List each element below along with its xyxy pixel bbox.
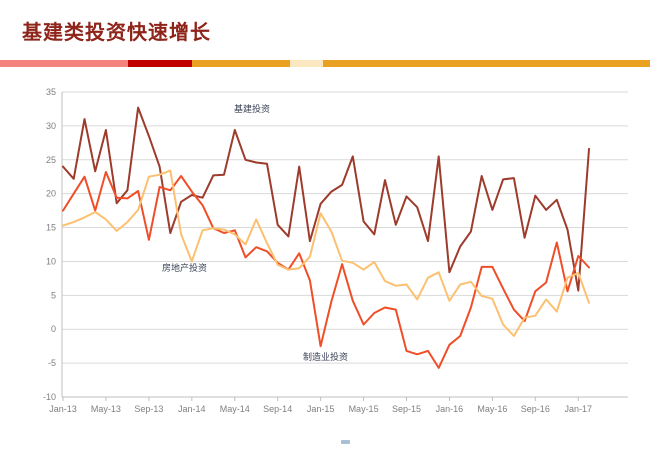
x-tick-label: Jan-15: [307, 404, 335, 414]
x-tick-label: Jan-13: [49, 404, 77, 414]
x-tick-label: May-14: [220, 404, 250, 414]
y-tick-label: 10: [46, 256, 56, 266]
accent-stripe-segment-0: [0, 60, 128, 67]
series-line-2: [62, 169, 590, 337]
series-label-2: 制造业投资: [303, 351, 348, 362]
series-label-1: 房地产投资: [162, 262, 207, 273]
x-tick-label: Sep-14: [263, 404, 292, 414]
page-title: 基建类投资快速增长: [22, 22, 211, 44]
x-tick-label: Sep-15: [392, 404, 421, 414]
x-tick-label: Jan-16: [436, 404, 464, 414]
y-tick-label: 25: [46, 155, 56, 165]
x-tick-label: May-16: [477, 404, 507, 414]
line-chart: 35 30 25 20 15 10 5 0 -5 -10 Jan-13 May-13 Sep-13 Jan…: [43, 87, 628, 414]
series-line-0: [62, 106, 590, 292]
y-tick-label: 30: [46, 121, 56, 131]
x-tick-label: Sep-13: [134, 404, 163, 414]
accent-stripe-segment-4: [323, 60, 650, 67]
accent-stripe-segment-2: [192, 60, 290, 67]
series-line-1: [62, 171, 590, 369]
y-tick-label: 5: [51, 290, 56, 300]
y-tick-label: -5: [48, 358, 56, 368]
x-tick-label: Sep-16: [521, 404, 550, 414]
accent-stripe-segment-1: [128, 60, 192, 67]
y-tick-label: -10: [43, 392, 56, 402]
y-tick-label: 35: [46, 87, 56, 97]
series-label-0: 基建投资: [234, 103, 270, 114]
accent-stripe: [0, 60, 650, 67]
accent-stripe-segment-3: [290, 60, 323, 67]
y-tick-label: 15: [46, 223, 56, 233]
y-tick-label: 20: [46, 189, 56, 199]
x-tick-label: Jan-14: [178, 404, 206, 414]
x-tick-label: Jan-17: [565, 404, 593, 414]
footer-dash: [341, 440, 350, 444]
x-tick-label: May-13: [91, 404, 121, 414]
x-tick-label: May-15: [349, 404, 379, 414]
y-tick-label: 0: [51, 324, 56, 334]
